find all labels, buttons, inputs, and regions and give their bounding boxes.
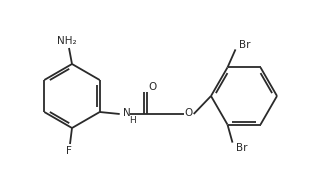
Text: N: N [123,108,130,118]
Text: Br: Br [236,142,247,152]
Text: Br: Br [239,40,250,50]
Text: F: F [66,146,72,156]
Text: O: O [149,82,157,92]
Text: NH₂: NH₂ [57,36,77,46]
Text: H: H [129,115,135,124]
Text: O: O [184,108,193,118]
